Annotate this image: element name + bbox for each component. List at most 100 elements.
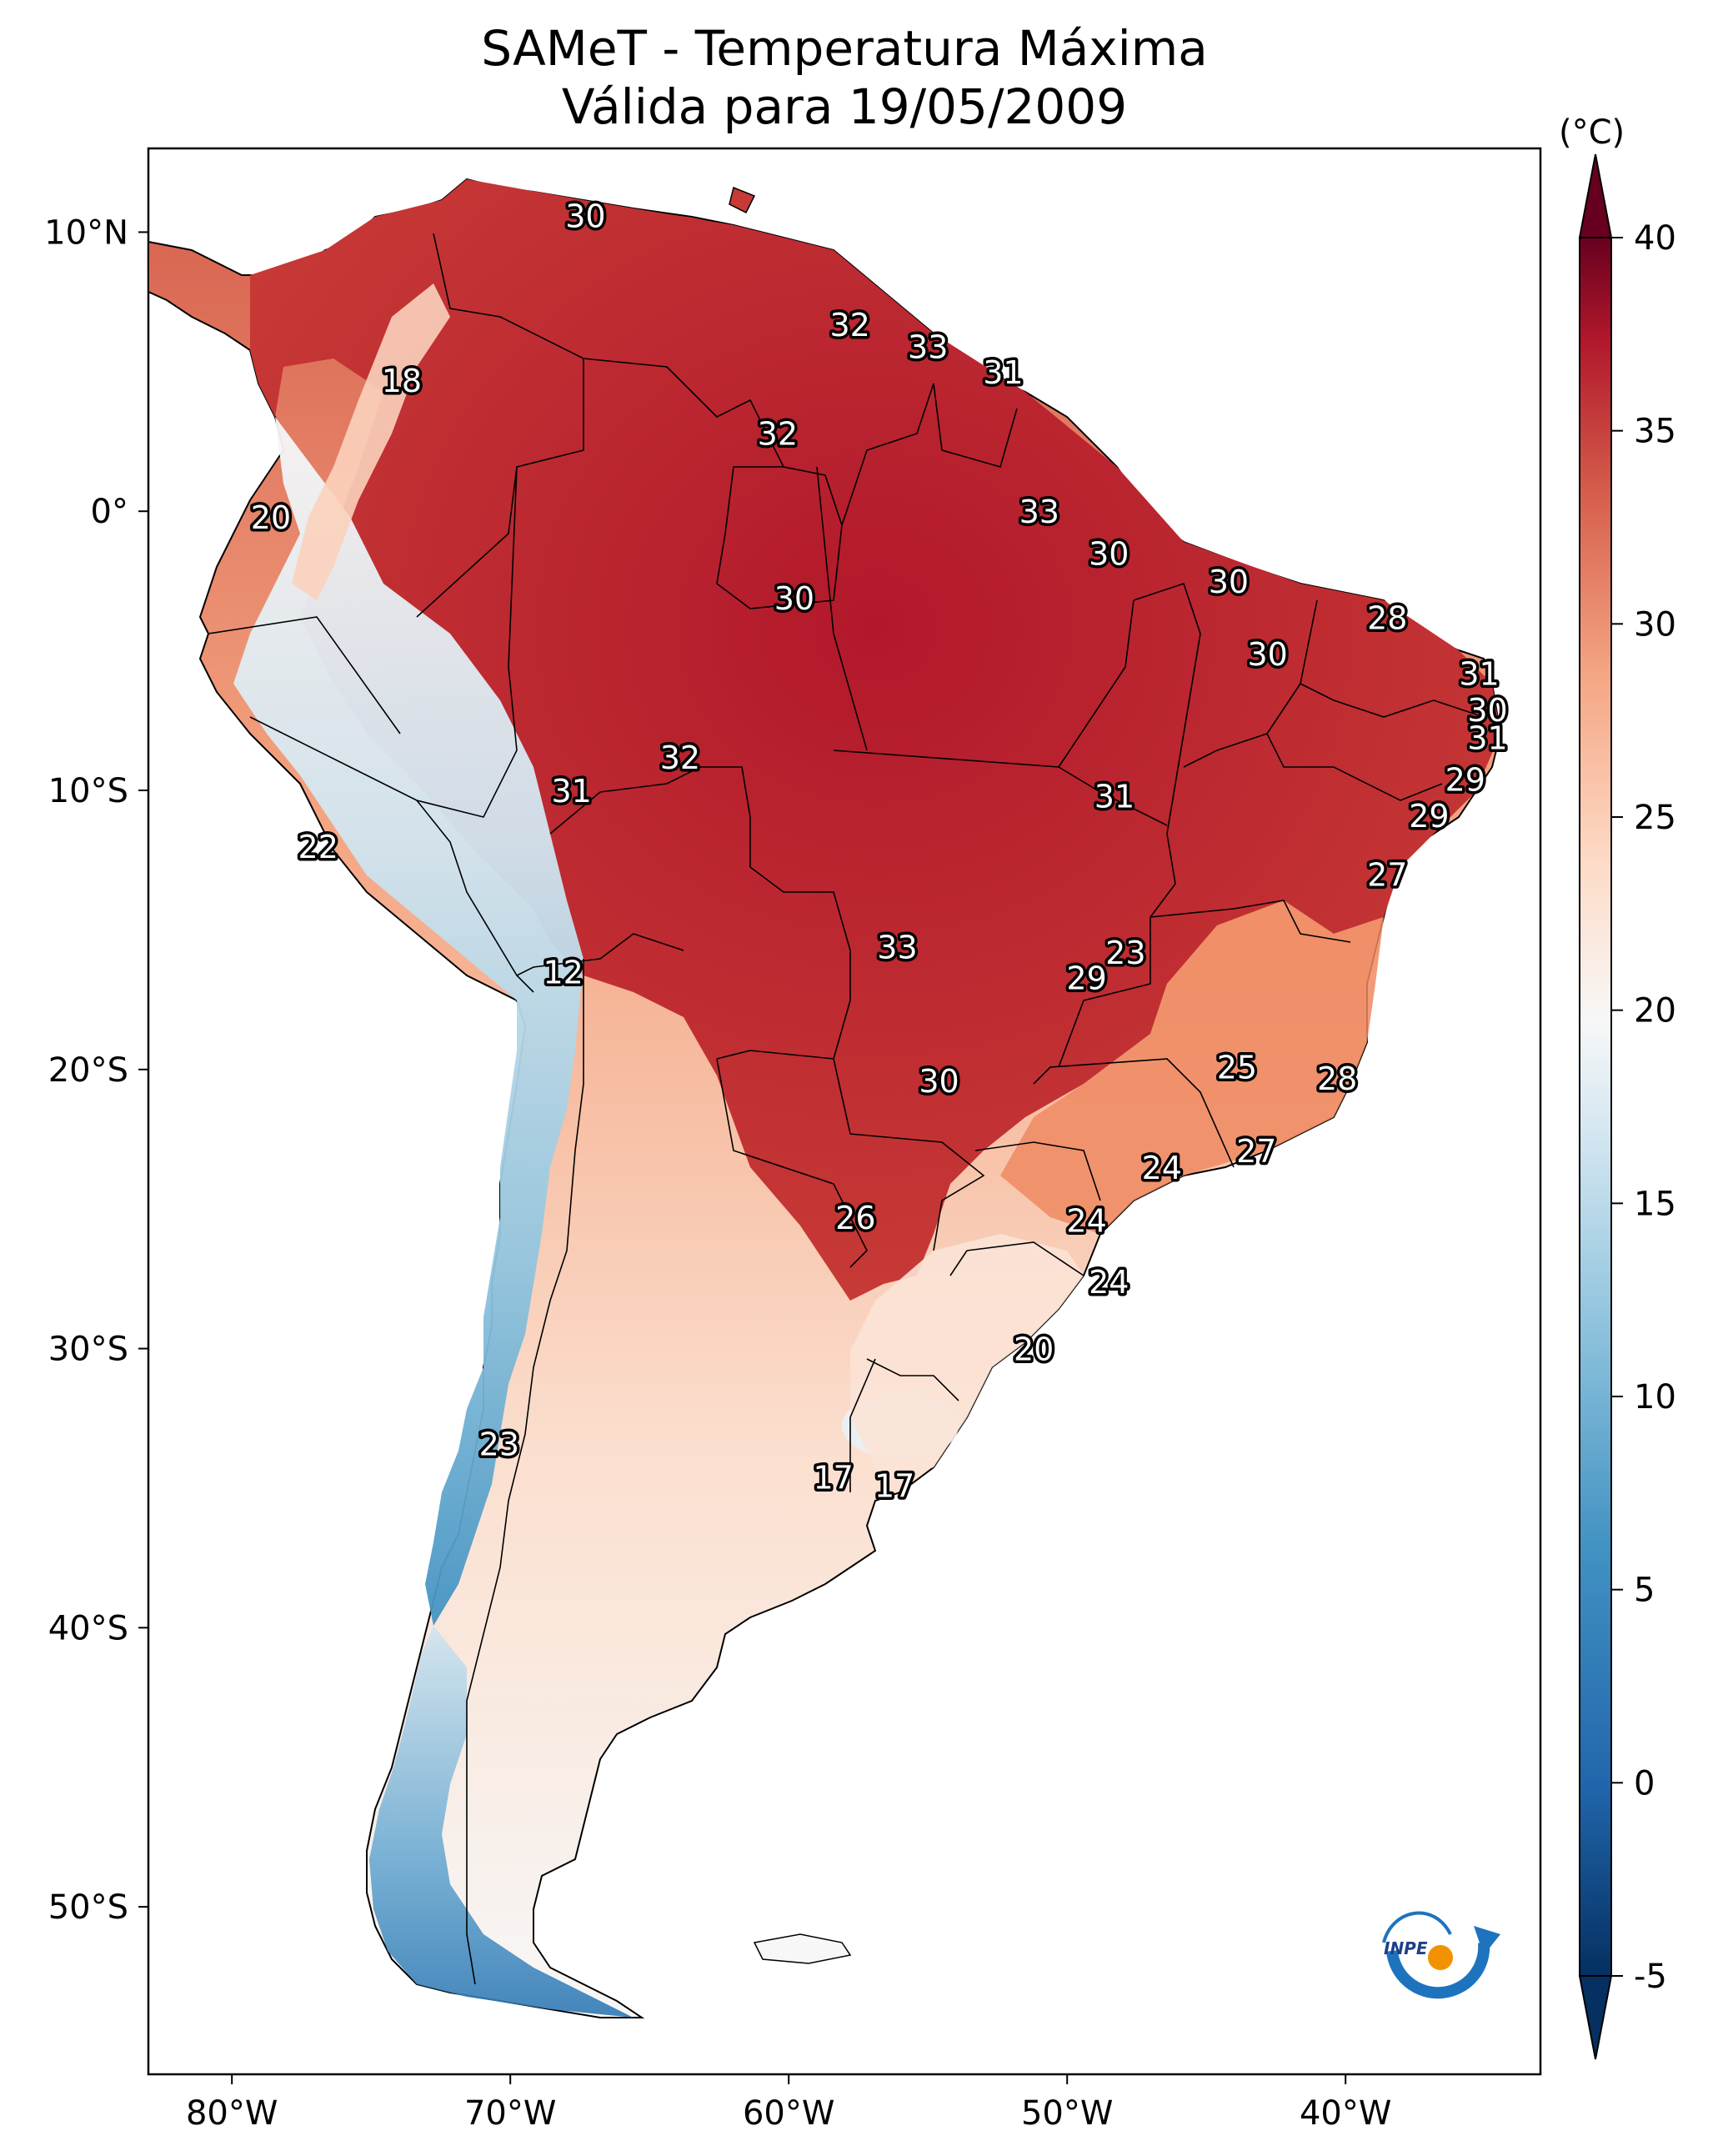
city-temperature-label: 22 xyxy=(298,829,338,865)
city-label-halo: 31 xyxy=(552,773,592,810)
city-temperature-label: 30 xyxy=(1089,535,1129,572)
city-label-halo: 29 xyxy=(1409,798,1449,835)
city-temperature-label: 27 xyxy=(1367,856,1407,893)
city-temperature-label: 30 xyxy=(1209,564,1249,600)
city-temperature-label: 29 xyxy=(1445,762,1485,799)
city-temperature-label: 20 xyxy=(1014,1331,1054,1368)
colombia-andes xyxy=(292,283,450,600)
city-temperature-label: 32 xyxy=(758,415,798,452)
city-temperature-label: 29 xyxy=(1066,960,1106,996)
colorbar-unit: (°C) xyxy=(1559,113,1625,152)
city-label-halo: 12 xyxy=(543,955,583,991)
city-label-halo: 30 xyxy=(565,198,605,234)
colorbar-tick-label: 20 xyxy=(1634,992,1676,1030)
colorbar-tick-label: -5 xyxy=(1634,1958,1667,1996)
lon-tick-label: 60°W xyxy=(743,2094,834,2133)
city-label-halo: 18 xyxy=(382,363,422,399)
city-label-halo: 25 xyxy=(1217,1049,1257,1086)
city-temperature-label: 30 xyxy=(774,580,814,617)
city-temperature-label: 33 xyxy=(877,929,917,965)
city-temperature-label: 30 xyxy=(1467,692,1507,729)
city-label-halo: 22 xyxy=(298,829,338,865)
country-borders xyxy=(208,233,1485,1985)
logo-text: INPE xyxy=(1384,1938,1428,1958)
city-temperature-label: 32 xyxy=(830,307,870,343)
colorbar-tick-label: 5 xyxy=(1634,1572,1655,1610)
city-label-halo: 20 xyxy=(251,499,291,536)
city-label-halo: 33 xyxy=(908,329,948,366)
city-label-halo: 29 xyxy=(1445,762,1485,799)
city-label-halo: 23 xyxy=(1105,935,1145,971)
city-temperature-label: 24 xyxy=(1089,1264,1129,1301)
city-temperature-label: 28 xyxy=(1367,599,1407,636)
city-label-halo: 27 xyxy=(1236,1133,1276,1170)
city-temperature-label: 29 xyxy=(1409,798,1449,835)
latitude-ticks: 10°N 0° 10°S 20°S 30°S 40°S 50°S xyxy=(44,213,148,1927)
city-label-halo: 30 xyxy=(919,1063,959,1100)
lat-tick-label: 30°S xyxy=(48,1331,128,1369)
inpe-logo: INPE xyxy=(1382,1911,1500,1999)
city-temperature-label: 30 xyxy=(1248,636,1288,673)
city-label-halo: 24 xyxy=(1089,1264,1129,1301)
city-label-halo: 26 xyxy=(835,1200,875,1236)
city-temperature-label: 20 xyxy=(251,499,291,536)
city-label-halo: 24 xyxy=(1142,1150,1182,1186)
city-label-halo: 30 xyxy=(1467,692,1507,729)
city-temperature-label: 30 xyxy=(565,198,605,234)
city-temperature-label: 17 xyxy=(813,1460,853,1497)
east-region xyxy=(1000,900,1384,1234)
city-temperature-label: 31 xyxy=(983,354,1023,391)
colorbar-tick-label: 30 xyxy=(1634,605,1676,644)
chart-title: SAMeT - Temperatura Máxima xyxy=(481,20,1208,77)
chart-subtitle: Válida para 19/05/2009 xyxy=(561,78,1128,135)
city-temperature-label: 26 xyxy=(835,1200,875,1236)
south-america-land xyxy=(148,178,1502,2018)
south-brazil-region xyxy=(850,1234,1084,1484)
city-temperature-label: 31 xyxy=(1467,720,1507,756)
city-label-halo: 33 xyxy=(1019,494,1059,530)
city-temperature-label: 32 xyxy=(660,740,700,776)
city-temperature-label: 23 xyxy=(479,1426,519,1462)
islands xyxy=(729,186,852,1964)
lat-tick-label: 50°S xyxy=(48,1888,128,1927)
city-label-halo: 31 xyxy=(1467,720,1507,756)
city-label-halo: 20 xyxy=(1014,1331,1054,1368)
lat-tick-label: 10°S xyxy=(48,772,128,810)
colorbar-tick-label: 10 xyxy=(1634,1378,1676,1416)
city-label-halo: 31 xyxy=(1459,655,1499,692)
colorbar-extend-max xyxy=(1578,153,1613,238)
colorbar-tick-label: 25 xyxy=(1634,799,1676,837)
city-label-halo: 32 xyxy=(758,415,798,452)
lon-tick-label: 80°W xyxy=(186,2094,278,2133)
city-label-halo: 31 xyxy=(1094,779,1134,815)
city-temperature-label: 18 xyxy=(382,363,422,399)
city-label-halo: 30 xyxy=(1248,636,1288,673)
city-label-halo: 17 xyxy=(874,1468,914,1505)
colorbar-extend-min xyxy=(1578,1975,1613,2060)
city-label-halo: 30 xyxy=(1209,564,1249,600)
city-label-halo: 28 xyxy=(1317,1060,1357,1097)
lon-tick-label: 40°W xyxy=(1300,2094,1391,2133)
city-label-halo: 32 xyxy=(830,307,870,343)
andes-region xyxy=(233,417,584,1626)
city-label-halo: 30 xyxy=(774,580,814,617)
colorbar-ticks: 40 35 30 25 20 15 10 5 0 -5 xyxy=(1611,219,1676,1996)
city-temperature-label: 25 xyxy=(1217,1049,1257,1086)
lat-tick-label: 10°N xyxy=(44,213,128,252)
colorbar-tick-label: 40 xyxy=(1634,219,1676,258)
patagonia-region xyxy=(369,1626,634,2018)
city-label-halo: 32 xyxy=(660,740,700,776)
city-temperature-label: 12 xyxy=(543,955,583,991)
city-temperature-label: 31 xyxy=(552,773,592,810)
city-label-halo: 17 xyxy=(813,1460,853,1497)
city-temperature-label: 28 xyxy=(1317,1060,1357,1097)
city-label-halo: 31 xyxy=(983,354,1023,391)
lat-tick-label: 40°S xyxy=(48,1609,128,1647)
city-temperature-label: 24 xyxy=(1066,1203,1106,1240)
lon-tick-label: 70°W xyxy=(464,2094,556,2133)
city-temperature-label: 30 xyxy=(919,1063,959,1100)
colorbar-tick-label: 0 xyxy=(1634,1764,1655,1803)
colorbar-tick-label: 15 xyxy=(1634,1185,1676,1223)
